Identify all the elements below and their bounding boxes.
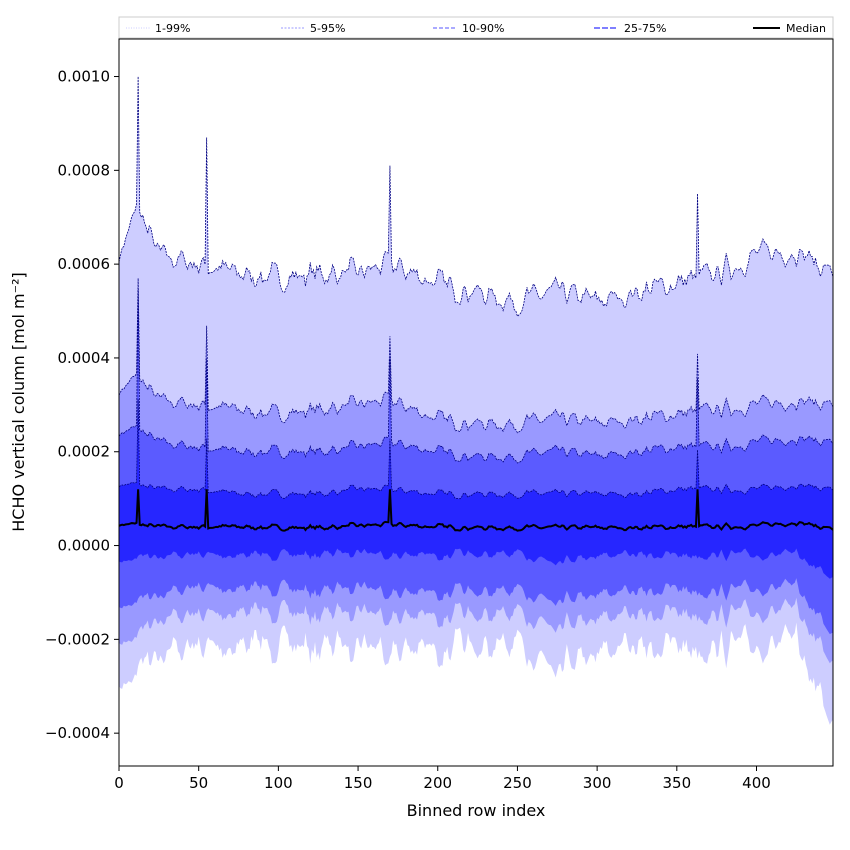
y-tick-label: 0.0004 bbox=[58, 349, 111, 367]
band-25-75 bbox=[119, 399, 833, 579]
x-tick-label: 350 bbox=[662, 774, 691, 792]
upper-line-1-99 bbox=[119, 76, 833, 318]
y-tick-label: 0.0002 bbox=[58, 443, 111, 461]
y-tick-label: 0.0006 bbox=[58, 255, 111, 273]
x-tick-label: 100 bbox=[264, 774, 293, 792]
y-axis-label: HCHO vertical column [mol m⁻²] bbox=[9, 272, 28, 531]
legend-label-25-75: 25-75% bbox=[624, 22, 666, 35]
legend-label-1-99: 1-99% bbox=[155, 22, 190, 35]
x-tick-label: 200 bbox=[423, 774, 452, 792]
upper-line-10-90 bbox=[119, 289, 833, 464]
axes-frame bbox=[118, 38, 834, 767]
y-tick-label: −0.0004 bbox=[45, 724, 110, 742]
legend-label-10-90: 10-90% bbox=[462, 22, 504, 35]
legend-label-5-95: 5-95% bbox=[310, 22, 345, 35]
y-tick-label: 0.0000 bbox=[58, 537, 111, 555]
legend: 1-99% 5-95% 10-90% 25-75% Median bbox=[118, 16, 834, 40]
x-tick-label: 50 bbox=[189, 774, 208, 792]
upper-line-25-75 bbox=[119, 399, 833, 500]
legend-label-median: Median bbox=[786, 22, 826, 35]
legend-frame bbox=[118, 16, 834, 39]
plot-area bbox=[119, 76, 833, 725]
x-axis: 0 50 100 150 200 250 300 350 400 bbox=[114, 766, 771, 792]
x-tick-label: 300 bbox=[583, 774, 612, 792]
x-tick-label: 400 bbox=[742, 774, 771, 792]
median-line bbox=[119, 489, 833, 532]
x-tick-label: 150 bbox=[344, 774, 373, 792]
y-axis: −0.0004 −0.0002 0.0000 0.0002 0.0004 0.0006 0.… bbox=[45, 68, 119, 742]
y-tick-label: 0.0010 bbox=[58, 68, 111, 86]
x-tick-label: 250 bbox=[503, 774, 532, 792]
upper-line-5-95 bbox=[119, 278, 833, 434]
y-tick-label: 0.0008 bbox=[58, 161, 111, 179]
x-axis-label: Binned row index bbox=[407, 801, 546, 820]
x-tick-label: 0 bbox=[114, 774, 124, 792]
y-tick-label: −0.0002 bbox=[45, 630, 110, 648]
